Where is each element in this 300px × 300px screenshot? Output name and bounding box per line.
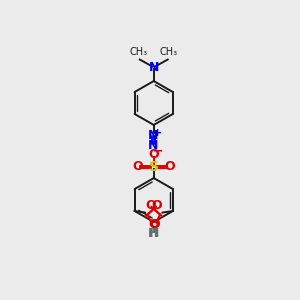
Text: O: O: [152, 199, 163, 212]
Text: H: H: [149, 227, 160, 240]
Text: O: O: [148, 218, 158, 231]
Text: O: O: [145, 199, 156, 212]
Text: H: H: [148, 227, 158, 240]
Text: O: O: [149, 218, 160, 231]
Text: CH₃: CH₃: [130, 47, 148, 57]
Text: −: −: [153, 145, 164, 158]
Text: +: +: [153, 128, 163, 138]
Text: O: O: [132, 160, 143, 173]
Text: O: O: [148, 148, 159, 161]
Text: N: N: [147, 129, 158, 142]
Text: N: N: [148, 61, 159, 74]
Text: O: O: [165, 160, 175, 173]
Text: N: N: [147, 139, 158, 152]
Text: S: S: [149, 160, 159, 174]
Text: CH₃: CH₃: [160, 47, 178, 57]
